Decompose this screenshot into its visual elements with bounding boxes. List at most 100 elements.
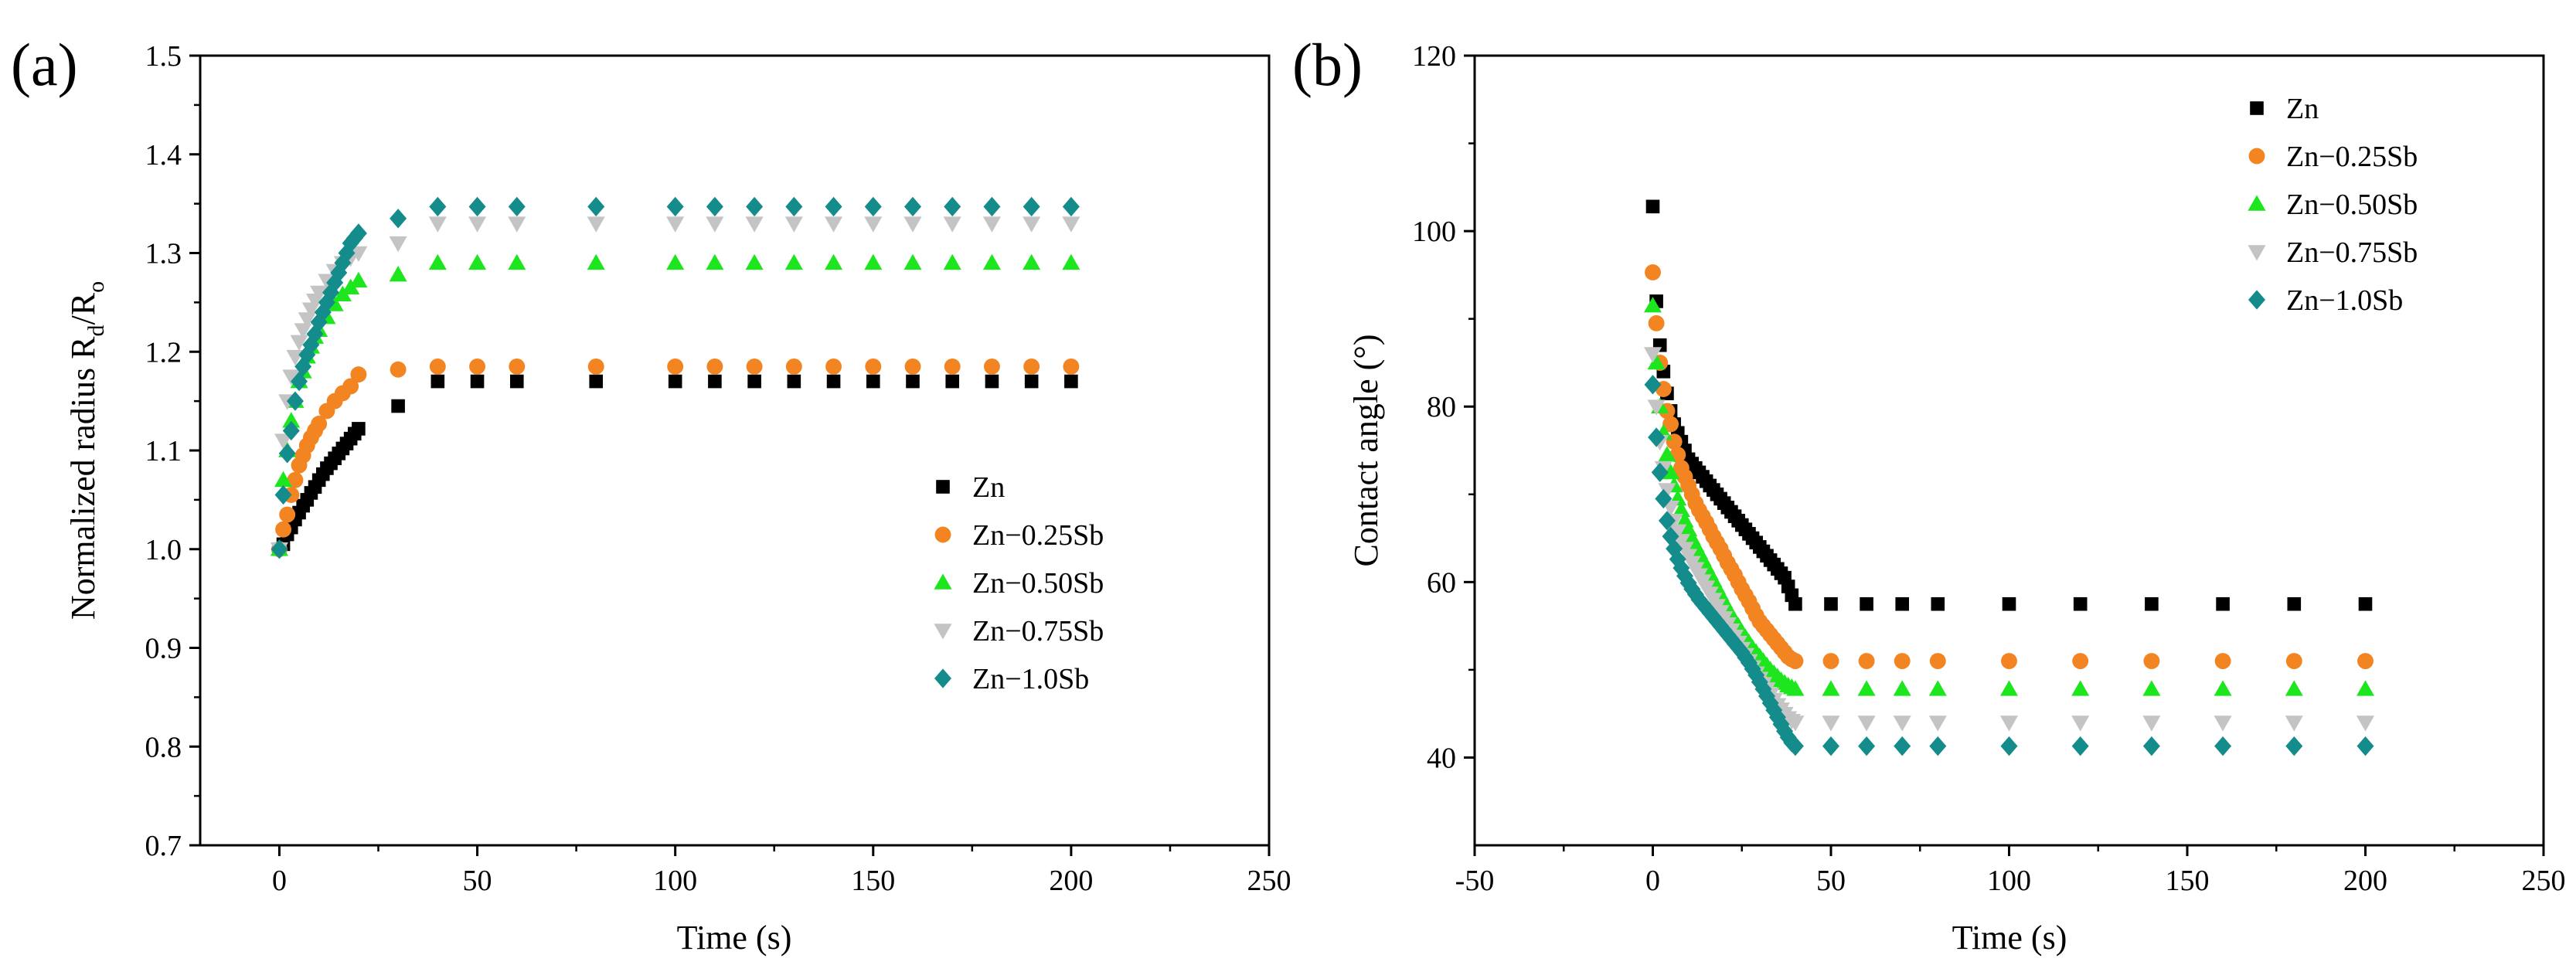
data-point	[1023, 358, 1040, 375]
series-1	[1645, 264, 2374, 669]
data-point	[310, 285, 328, 302]
data-point	[1023, 196, 1040, 217]
data-point	[290, 335, 308, 352]
data-point	[864, 253, 883, 270]
data-point	[906, 374, 920, 389]
data-point	[1644, 375, 1662, 395]
data-point	[785, 196, 803, 217]
data-point	[2285, 680, 2303, 696]
data-point	[1860, 596, 1873, 611]
data-point	[508, 196, 526, 217]
x-axis-label-b: Time (s)	[1952, 919, 2067, 957]
data-point	[1999, 715, 2019, 732]
legend-label: Zn−0.25Sb	[972, 519, 1104, 552]
panel-label-a: (a)	[11, 31, 78, 98]
legend-marker	[934, 624, 952, 640]
data-point	[468, 216, 487, 233]
y-tick-label: 40	[1427, 742, 1456, 774]
data-point	[1928, 715, 1947, 732]
legend-marker	[936, 480, 950, 494]
data-point	[349, 223, 367, 243]
data-point	[468, 253, 487, 270]
data-point	[1658, 446, 1676, 462]
data-point	[865, 358, 882, 375]
legend-marker	[2248, 245, 2266, 261]
data-point	[278, 444, 296, 464]
data-point	[2002, 596, 2016, 611]
legend-marker	[2248, 290, 2265, 310]
y-tick-label: 60	[1427, 566, 1456, 599]
y-tick-label: 1.2	[145, 336, 182, 369]
y-tick-label: 80	[1427, 391, 1456, 423]
data-point	[509, 374, 524, 389]
data-point	[1655, 488, 1673, 509]
data-point	[864, 216, 883, 233]
data-point	[706, 358, 723, 375]
legend-label: Zn−1.0Sb	[972, 663, 1089, 695]
data-point	[1658, 511, 1676, 531]
x-tick-label: 150	[2166, 865, 2210, 897]
data-point	[1999, 680, 2019, 696]
panel-a: (a) 0 50 100 150 200 250 0.7 0.8 0.9 1.0 1.1 1.2 1.3…	[11, 31, 1291, 957]
data-point	[2143, 653, 2160, 669]
panel-label-b: (b)	[1292, 31, 1363, 98]
y-tick-label: 1.5	[145, 40, 182, 73]
legend-label: Zn−0.50Sb	[2286, 189, 2418, 221]
data-point	[2142, 715, 2161, 732]
data-point	[1928, 680, 1947, 696]
data-point	[983, 196, 1001, 217]
data-point	[1662, 416, 1679, 433]
series-0	[1645, 199, 2373, 611]
data-point	[470, 374, 485, 389]
data-point	[311, 416, 328, 432]
data-point	[468, 196, 486, 217]
data-point	[1662, 463, 1680, 480]
data-point	[1643, 347, 1662, 363]
data-point	[983, 358, 1000, 375]
legend-b: Zn Zn−0.25Sb Zn−0.50Sb Zn−0.75Sb Zn−1.0Sb	[2248, 93, 2418, 317]
data-point	[1062, 216, 1080, 233]
legend-a: Zn Zn−0.25Sb Zn−0.50Sb Zn−0.75Sb Zn−1.0Sb	[934, 471, 1104, 695]
data-point	[1648, 314, 1665, 331]
legend-marker	[2250, 101, 2264, 115]
data-point	[342, 378, 359, 395]
data-point	[587, 196, 605, 217]
data-point	[1786, 680, 1805, 696]
data-point	[1669, 524, 1687, 541]
data-point	[1023, 253, 1041, 270]
data-point	[945, 374, 960, 389]
data-point	[904, 196, 921, 217]
series-4	[271, 196, 1080, 559]
data-point	[390, 361, 407, 378]
data-point	[2214, 680, 2232, 696]
data-point	[1786, 715, 1805, 732]
data-point	[708, 374, 722, 389]
x-tick-label: 200	[2343, 865, 2387, 897]
data-point	[1063, 358, 1080, 375]
data-point	[944, 358, 961, 375]
data-point	[1929, 736, 1947, 756]
data-point	[1894, 653, 1911, 669]
series-4	[1644, 375, 2374, 756]
data-point	[864, 196, 882, 217]
plot-frame-a	[199, 54, 1271, 847]
data-point	[318, 292, 335, 313]
data-point	[1822, 736, 1839, 756]
data-point	[1645, 264, 1661, 280]
data-point	[587, 253, 605, 270]
data-point	[746, 196, 764, 217]
data-point	[349, 271, 368, 288]
data-point	[2287, 596, 2302, 611]
data-point	[787, 374, 801, 389]
data-point	[784, 253, 803, 270]
data-point	[2142, 680, 2161, 696]
data-point	[668, 374, 682, 389]
data-point	[1929, 653, 1946, 669]
data-point	[338, 243, 356, 263]
data-point	[1064, 374, 1078, 389]
data-point	[1787, 653, 1804, 669]
data-point	[1788, 596, 1802, 611]
ticks-b: -50 0 50 100 150 200 250 40 60 80 100 120	[1412, 40, 2566, 897]
data-point	[282, 369, 301, 386]
data-point	[2073, 596, 2088, 611]
